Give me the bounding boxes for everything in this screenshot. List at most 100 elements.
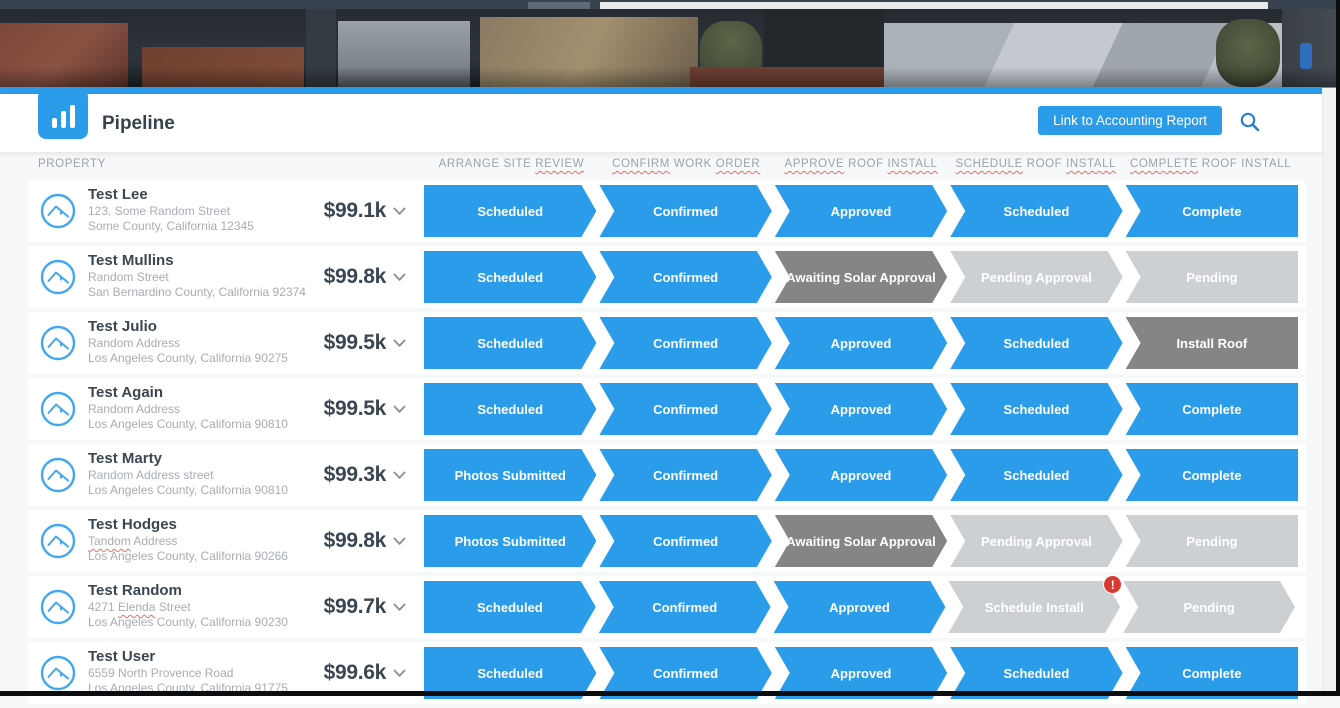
stage-complete-roof-install[interactable]: Pending (1123, 581, 1295, 633)
stage-arrange-site-review[interactable]: Scheduled (424, 383, 596, 435)
property-name[interactable]: Test Mullins (88, 252, 174, 269)
alert-badge[interactable]: ! (1103, 575, 1123, 594)
price-dropdown[interactable]: $99.7k (298, 576, 406, 638)
stage-arrange-site-review[interactable]: Scheduled (424, 317, 596, 369)
stage-schedule-roof-install[interactable]: Pending Approval (950, 515, 1122, 567)
stage-arrange-site-review[interactable]: Scheduled (424, 185, 596, 237)
property-address-2: Some County, California 12345 (88, 219, 254, 233)
stage-complete-roof-install[interactable]: Complete (1125, 449, 1299, 501)
price-value: $99.1k (323, 199, 387, 222)
stage-approve-roof-install[interactable]: Approved (775, 647, 947, 699)
search-icon[interactable] (1240, 112, 1260, 132)
stage-arrange-site-review[interactable]: Scheduled (424, 581, 596, 633)
price-value: $99.8k (323, 265, 387, 288)
property-name[interactable]: Test Marty (88, 450, 162, 467)
page-title: Pipeline (102, 113, 175, 134)
property-address-1: Random Address (88, 402, 181, 416)
column-header-approve-roof-install: APPROVE ROOF INSTALL (784, 158, 938, 170)
property-address-2: Los Angeles County, California 90266 (88, 549, 288, 563)
price-dropdown[interactable]: $99.5k (298, 312, 406, 374)
stage-complete-roof-install[interactable]: Pending (1125, 515, 1299, 567)
roof-icon (40, 325, 76, 361)
price-dropdown[interactable]: $99.6k (298, 642, 406, 704)
roof-icon (40, 259, 76, 295)
property-row: Test Marty Random Address street Los Ang… (28, 444, 1306, 506)
driveway (306, 9, 336, 87)
stage-confirm-work-order[interactable]: Confirmed (599, 647, 771, 699)
pipeline-list: Test Lee 123, Some Random Street Some Co… (28, 180, 1306, 708)
stage-schedule-roof-install[interactable]: Scheduled (950, 647, 1122, 699)
stage-approve-roof-install[interactable]: Approved (775, 383, 947, 435)
stage-approve-roof-install[interactable]: Approved (774, 581, 946, 633)
property-name[interactable]: Test Again (88, 384, 164, 401)
price-value: $99.7k (323, 595, 387, 618)
chevron-down-icon (393, 405, 406, 414)
accent-divider-bar (0, 87, 1340, 94)
property-address-1: 6559 North Provence Road (88, 666, 234, 680)
roof-icon (40, 391, 76, 427)
chevron-down-icon (393, 537, 406, 546)
pipeline-stages: Scheduled Confirmed Awaiting Solar Appro… (424, 251, 1299, 303)
column-header-schedule-roof-install: SCHEDULE ROOF INSTALL (955, 158, 1117, 170)
stage-confirm-work-order[interactable]: Confirmed (599, 581, 771, 633)
price-dropdown[interactable]: $99.8k (298, 510, 406, 572)
stage-complete-roof-install[interactable]: Pending (1125, 251, 1299, 303)
property-address-1: 4271 Elenda Street (88, 600, 191, 614)
property-name[interactable]: Test Lee (88, 186, 148, 203)
stage-approve-roof-install[interactable]: Approved (775, 317, 947, 369)
stage-confirm-work-order[interactable]: Confirmed (599, 185, 771, 237)
stage-approve-roof-install[interactable]: Approved (775, 185, 947, 237)
stage-confirm-work-order[interactable]: Confirmed (599, 383, 771, 435)
stage-complete-roof-install[interactable]: Complete (1125, 647, 1299, 699)
property-address-1: Random Address (88, 336, 181, 350)
price-dropdown[interactable]: $99.1k (298, 180, 406, 242)
aerial-photo-banner (0, 9, 1340, 87)
stage-complete-roof-install[interactable]: Complete (1125, 185, 1299, 237)
stage-arrange-site-review[interactable]: Scheduled (424, 647, 596, 699)
price-value: $99.5k (323, 397, 387, 420)
stage-schedule-roof-install[interactable]: Scheduled (950, 185, 1122, 237)
property-address-2: Los Angeles County, California 90810 (88, 417, 288, 431)
chevron-down-icon (393, 669, 406, 678)
price-dropdown[interactable]: $99.3k (298, 444, 406, 506)
property-name[interactable]: Test Julio (88, 318, 157, 335)
pipeline-stages: Photos Submitted Confirmed Awaiting Sola… (424, 515, 1299, 567)
property-name[interactable]: Test Hodges (88, 516, 177, 533)
stage-arrange-site-review[interactable]: Photos Submitted (424, 449, 596, 501)
stage-confirm-work-order[interactable]: Confirmed (599, 515, 771, 567)
pipeline-stages: Scheduled Confirmed Approved Scheduled I… (424, 317, 1299, 369)
property-row: Test Hodges Tandom Address Los Angeles C… (28, 510, 1306, 572)
stage-schedule-roof-install[interactable]: Schedule Install (948, 581, 1120, 633)
stage-schedule-roof-install[interactable]: Pending Approval (950, 251, 1122, 303)
stage-schedule-roof-install[interactable]: Scheduled (950, 383, 1122, 435)
stage-arrange-site-review[interactable]: Photos Submitted (424, 515, 596, 567)
property-address-2: Los Angeles County, California 90810 (88, 483, 288, 497)
stage-complete-roof-install[interactable]: Install Roof (1125, 317, 1299, 369)
price-dropdown[interactable]: $99.8k (298, 246, 406, 308)
window-frame-bottom (0, 691, 1340, 696)
roof-icon (40, 589, 76, 625)
stage-confirm-work-order[interactable]: Confirmed (599, 449, 771, 501)
browser-tab-fragment (528, 2, 590, 9)
stage-approve-roof-install[interactable]: Awaiting Solar Approval (775, 251, 947, 303)
price-dropdown[interactable]: $99.5k (298, 378, 406, 440)
price-value: $99.6k (323, 661, 387, 684)
stage-approve-roof-install[interactable]: Awaiting Solar Approval (775, 515, 947, 567)
stage-arrange-site-review[interactable]: Scheduled (424, 251, 596, 303)
property-name[interactable]: Test Random (88, 582, 182, 599)
photo-bottom-shadow (0, 67, 1340, 87)
stage-schedule-roof-install[interactable]: Scheduled (950, 317, 1122, 369)
stage-schedule-roof-install[interactable]: Scheduled (950, 449, 1122, 501)
price-value: $99.8k (323, 529, 387, 552)
stage-confirm-work-order[interactable]: Confirmed (599, 251, 771, 303)
link-to-accounting-report-button[interactable]: Link to Accounting Report (1038, 106, 1222, 135)
property-name[interactable]: Test User (88, 648, 156, 665)
property-address-2: Los Angeles County, California 90230 (88, 615, 288, 629)
property-address-1: Random Address street (88, 468, 214, 482)
stage-approve-roof-install[interactable]: Approved (775, 449, 947, 501)
scrollbar[interactable] (1322, 88, 1336, 691)
stage-confirm-work-order[interactable]: Confirmed (599, 317, 771, 369)
property-address-1: 123, Some Random Street (88, 204, 231, 218)
stage-complete-roof-install[interactable]: Complete (1125, 383, 1299, 435)
pipeline-stages: Scheduled Confirmed Approved Scheduled C… (424, 185, 1299, 237)
